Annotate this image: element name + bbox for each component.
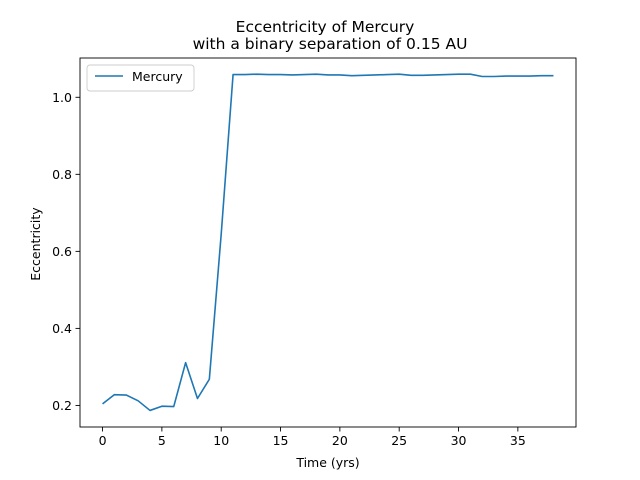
x-axis-label: Time (yrs) bbox=[295, 455, 359, 470]
legend-box bbox=[86, 64, 195, 92]
legend: Mercury bbox=[86, 64, 195, 92]
legend-label-mercury: Mercury bbox=[132, 69, 183, 84]
plot-area bbox=[80, 58, 576, 427]
y-axis: 0.2 0.4 0.6 0.8 1.0 bbox=[52, 90, 80, 413]
x-tick-label: 10 bbox=[213, 433, 229, 448]
y-tick-label: 0.2 bbox=[52, 398, 72, 413]
chart-subtitle: with a binary separation of 0.15 AU bbox=[193, 35, 468, 53]
y-tick-label: 0.8 bbox=[52, 167, 72, 182]
plot-frame bbox=[79, 57, 577, 428]
x-tick-label: 35 bbox=[510, 433, 526, 448]
chart-title: Eccentricity of Mercury bbox=[236, 18, 415, 36]
x-axis: 0 5 10 15 20 25 30 35 bbox=[99, 427, 526, 448]
x-tick-label: 0 bbox=[99, 433, 107, 448]
y-tick-label: 0.6 bbox=[52, 244, 72, 259]
x-tick-label: 20 bbox=[332, 433, 348, 448]
x-tick-label: 30 bbox=[451, 433, 467, 448]
series-line-mercury bbox=[102, 73, 554, 412]
x-tick-label: 15 bbox=[273, 433, 289, 448]
x-tick-label: 25 bbox=[391, 433, 407, 448]
y-axis-label: Eccentricity bbox=[28, 207, 43, 281]
y-tick-label: 0.4 bbox=[52, 321, 72, 336]
x-tick-label: 5 bbox=[158, 433, 166, 448]
y-tick-label: 1.0 bbox=[52, 90, 72, 105]
